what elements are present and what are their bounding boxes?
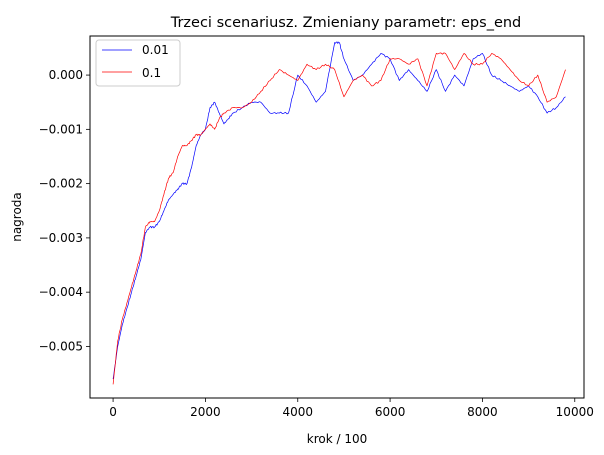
legend-box <box>95 39 181 87</box>
x-tick-label: 8000 <box>467 405 498 419</box>
series-line-1 <box>112 41 566 380</box>
y-tick-label: −0.005 <box>39 339 83 353</box>
plot-area <box>89 35 585 399</box>
x-tick-label: 0 <box>109 405 117 419</box>
chart-title: Trzeci scenariusz. Zmieniany parametr: e… <box>170 15 522 31</box>
x-tick-label: 6000 <box>375 405 406 419</box>
x-axis-label: krok / 100 <box>307 432 368 446</box>
y-axis-label: nagroda <box>10 192 24 242</box>
legend-label-series-1: 0.01 <box>142 43 169 57</box>
y-tick-label: −0.002 <box>39 177 83 191</box>
axes-frame <box>89 35 585 399</box>
y-tick-label: 0.000 <box>49 68 83 82</box>
x-axis: 0 2000 4000 6000 8000 10000 <box>109 398 594 419</box>
x-tick-label: 10000 <box>556 405 594 419</box>
legend-label-series-2: 0.1 <box>142 66 161 80</box>
y-tick-label: −0.003 <box>39 231 83 245</box>
y-tick-label: −0.001 <box>39 122 83 136</box>
legend: 0.01 0.1 <box>95 39 181 87</box>
series-layer <box>112 41 566 385</box>
series-line-2 <box>112 52 566 385</box>
y-axis: 0.000 −0.001 −0.002 −0.003 −0.004 −0.005 <box>39 68 90 353</box>
y-tick-label: −0.004 <box>39 285 83 299</box>
x-tick-label: 4000 <box>282 405 313 419</box>
x-tick-label: 2000 <box>190 405 221 419</box>
